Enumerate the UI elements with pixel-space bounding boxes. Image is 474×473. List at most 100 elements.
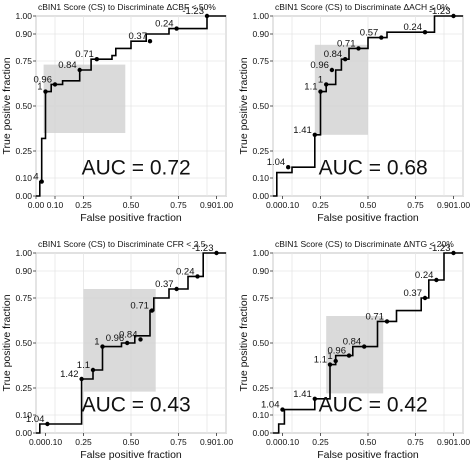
x-tick-label: 0.25 — [75, 200, 92, 210]
x-tick-label: 0.000.10 — [266, 200, 299, 210]
x-tick-label: 0.901.00 — [437, 437, 470, 447]
cutoff-point — [125, 340, 130, 346]
y-tick-label: 0.90 — [15, 266, 32, 276]
cutoff-label: 0.71 — [337, 38, 356, 49]
panel-title: cBIN1 Score (CS) to Discriminate ΔNTG < … — [275, 239, 454, 249]
cutoff-label: 0.24 — [155, 19, 174, 30]
grid — [272, 15, 464, 197]
y-tick-label: 0.10 — [15, 410, 32, 420]
cutoff-label: 0.71 — [366, 311, 385, 322]
y-axis-title: True positive fraction — [238, 57, 250, 154]
cutoff-label: 0.57 — [360, 28, 379, 39]
x-tick-label: 0.50 — [123, 200, 140, 210]
x-tick-label: 0.000.10 — [29, 437, 62, 447]
x-axis-title: False positive fraction — [80, 212, 182, 224]
x-tick-label: 0.000.10 — [266, 437, 299, 447]
roc-curve — [36, 15, 226, 197]
cutoff-point — [90, 367, 96, 373]
ci-box — [326, 316, 384, 394]
cutoff-point — [280, 407, 285, 412]
y-tick-label: 0.50 — [252, 101, 269, 111]
cutoff-point — [329, 67, 335, 73]
roc-panel: cBIN1 Score (CS) to Discriminate ΔACH ≤ … — [238, 2, 470, 224]
y-tick-label: 0.00 — [252, 191, 269, 201]
cutoff-label: 0.71 — [75, 49, 94, 60]
y-tick-label: 0.90 — [252, 266, 269, 276]
roc-curve — [273, 252, 463, 434]
x-axis-title: False positive fraction — [317, 212, 419, 224]
cutoff-label: 0.96 — [106, 333, 125, 344]
cutoff-label: 1.1 — [77, 360, 90, 371]
cutoff-point — [356, 46, 361, 51]
y-tick-label: 0.50 — [15, 338, 32, 348]
cutoff-label: -1.23 — [192, 243, 214, 254]
cutoff-label: -1.23 — [182, 6, 204, 17]
cutoff-point — [79, 376, 84, 382]
cutoff-label: -1.23 — [429, 6, 451, 17]
cutoff-label: 0.37 — [129, 31, 148, 42]
y-tick-label: 0.25 — [15, 383, 32, 393]
x-tick-label: 0.50 — [360, 437, 377, 447]
cutoff-label: 0.96 — [328, 346, 347, 357]
cutoff-point — [312, 132, 317, 137]
x-tick-label: 0.50 — [123, 437, 140, 447]
y-tick-label: 0.50 — [252, 338, 269, 348]
y-tick-label: 0.10 — [252, 410, 269, 420]
y-tick-label: 0.00 — [15, 428, 32, 438]
y-axis-title: True positive fraction — [238, 294, 250, 391]
y-tick-label: 0.90 — [15, 29, 32, 39]
x-tick-label: 0.75 — [407, 437, 424, 447]
y-tick-label: 0.25 — [15, 146, 32, 156]
y-tick-label: 1.00 — [252, 11, 269, 21]
cutoff-label: 1.04 — [26, 414, 45, 425]
ci-box — [83, 289, 156, 392]
x-tick-label: 0.75 — [170, 437, 187, 447]
cutoff-label: 0.37 — [155, 279, 174, 290]
cutoff-label: 0.84 — [58, 60, 77, 71]
cutoff-label: 1.1 — [314, 355, 327, 366]
cutoff-label: 0.24 — [404, 22, 423, 33]
roc-panel: cBIN1 Score (CS) to Discriminate ΔCBF < … — [1, 2, 233, 224]
cutoff-point — [100, 344, 105, 349]
cutoff-point — [384, 319, 390, 324]
cutoff-label: 1 — [94, 337, 99, 348]
cutoff-point — [77, 67, 82, 73]
y-axis-title: True positive fraction — [1, 294, 13, 391]
cutoff-label: 0.96 — [310, 60, 329, 71]
y-tick-label: 0.75 — [15, 56, 32, 66]
y-tick-label: 0.75 — [15, 293, 32, 303]
y-tick-label: 1.00 — [15, 248, 32, 258]
cutoff-point — [434, 277, 439, 283]
cutoff-point — [138, 337, 143, 342]
panel-title: cBIN1 Score (CS) to Discriminate CFR < 2… — [38, 239, 206, 249]
y-tick-label: 0.50 — [15, 101, 32, 111]
y-tick-label: 0.25 — [252, 383, 269, 393]
auc-label: AUC = 0.43 — [82, 393, 191, 416]
cutoff-point — [333, 358, 338, 364]
cutoff-point — [343, 57, 348, 62]
y-tick-label: 0.00 — [15, 191, 32, 201]
cutoff-point — [451, 13, 456, 19]
cutoff-label: 0.37 — [404, 288, 423, 299]
auc-label: AUC = 0.42 — [319, 393, 428, 416]
cutoff-label: 1.41 — [293, 389, 312, 400]
x-tick-label: 0.901.00 — [437, 200, 470, 210]
cutoff-label: 1.1 — [304, 82, 317, 93]
cutoff-label: 1.41 — [293, 125, 312, 136]
cutoff-label: 0.84 — [324, 49, 343, 60]
x-tick-label: 0.25 — [312, 200, 329, 210]
cutoff-point — [43, 89, 48, 94]
cutoff-point — [312, 396, 317, 401]
y-tick-label: 0.75 — [252, 56, 269, 66]
cutoff-point — [147, 39, 153, 44]
cutoff-label: 1.42 — [60, 369, 79, 380]
cutoff-point — [286, 165, 291, 170]
roc-curve — [273, 15, 463, 197]
roc-panel: cBIN1 Score (CS) to Discriminate ΔNTG < … — [238, 239, 470, 461]
cutoff-label: 0.84 — [343, 337, 362, 348]
x-tick-label: 0.75 — [407, 200, 424, 210]
cutoff-label: 1 — [327, 351, 332, 362]
y-tick-label: 1.00 — [252, 248, 269, 258]
x-tick-label: 0.25 — [75, 437, 92, 447]
